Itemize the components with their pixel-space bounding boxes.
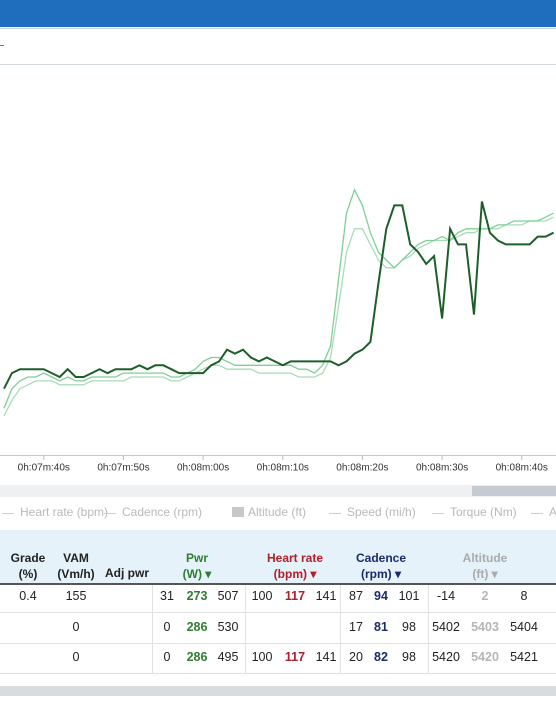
x-tick-label: 0h:07m:50s — [97, 463, 149, 474]
row-divider — [0, 673, 556, 674]
table-cell: 273 — [186, 589, 208, 603]
table-cell: 0 — [163, 650, 171, 664]
table-cell: 98 — [402, 650, 416, 664]
legend-swatch — [432, 513, 444, 514]
scrollbar[interactable] — [0, 485, 556, 497]
table-cell: 101 — [398, 589, 420, 603]
legend-swatch — [531, 513, 543, 514]
series-line — [3, 201, 555, 390]
x-tick-label: 0h:07m:40s — [18, 463, 70, 474]
table-cell: 155 — [65, 589, 87, 603]
column-header[interactable]: Altitude — [462, 551, 508, 565]
column-header[interactable]: (%) — [18, 567, 38, 581]
column-header[interactable]: (bpm) ▾ — [273, 567, 317, 581]
table-cell: -14 — [436, 589, 456, 603]
table-cell: 495 — [217, 650, 239, 664]
column-header[interactable]: Cadence — [355, 551, 407, 565]
table-footer — [0, 686, 556, 696]
top-bar — [0, 0, 556, 27]
column-divider — [428, 585, 429, 673]
x-tick-label: 0h:08m:20s — [336, 463, 388, 474]
legend-swatch — [329, 513, 341, 514]
column-header[interactable]: Grade — [10, 551, 46, 565]
series-line — [3, 216, 554, 417]
table-cell: 0 — [72, 650, 80, 664]
table-cell: 117 — [284, 650, 306, 664]
chart: 0h:07m:40s 0h:07m:50s 0h:08m:00s 0h:08m:10s… — [0, 188, 556, 474]
column-divider — [245, 585, 246, 673]
table-cell: 94 — [374, 589, 388, 603]
table-cell: 141 — [315, 650, 337, 664]
x-tick-label: 0h:08m:40s — [496, 463, 548, 474]
table-cell: 286 — [186, 619, 208, 634]
table-cell: 141 — [315, 589, 337, 603]
table-header — [0, 530, 556, 585]
table-cell: 98 — [402, 619, 416, 634]
table-cell: 0 — [72, 619, 80, 634]
table-cell: 81 — [374, 619, 388, 634]
column-header[interactable]: VAM — [63, 551, 89, 565]
legend-swatch — [2, 513, 14, 514]
column-header[interactable]: (Vm/h) — [57, 567, 95, 581]
legend-item[interactable]: Altitude (ft) — [248, 505, 307, 519]
table-cell: 5421 — [510, 650, 538, 664]
legend-item[interactable]: Speed (mi/h) — [347, 505, 416, 519]
row-divider — [0, 612, 556, 613]
row-divider — [0, 643, 556, 644]
column-divider — [340, 585, 341, 673]
table-cell: 0.4 — [19, 589, 37, 603]
column-header[interactable]: Heart rate — [266, 551, 324, 565]
table-cell: 100 — [251, 589, 273, 603]
table-cell: 82 — [374, 650, 388, 664]
table-cell: 2 — [481, 589, 489, 603]
scroll-thumb[interactable] — [472, 486, 556, 496]
table-cell: 87 — [349, 589, 363, 603]
column-header[interactable]: Adj pwr — [105, 566, 149, 580]
table-cell: 5420 — [471, 650, 499, 664]
table-cell: 5402 — [432, 619, 460, 634]
table-cell: 5404 — [510, 619, 538, 634]
table-cell: 31 — [160, 589, 174, 603]
legend-swatch — [104, 513, 116, 514]
table-cell: 20 — [349, 650, 363, 664]
series-line — [3, 188, 554, 409]
column-header[interactable]: Pwr — [185, 551, 208, 565]
table-cell: 0 — [163, 619, 171, 634]
table-cell: 5403 — [471, 619, 499, 634]
column-divider — [152, 585, 153, 673]
table-cell: 5420 — [432, 650, 460, 664]
legend-item[interactable]: Cadence (rpm) — [122, 505, 203, 519]
x-tick-label: 0h:08m:30s — [416, 463, 468, 474]
column-header[interactable]: (ft) ▾ — [472, 567, 498, 581]
legend-swatch — [232, 507, 244, 517]
table-cell: 117 — [284, 589, 306, 603]
table-cell: 100 — [251, 650, 273, 664]
column-header[interactable]: (W) ▾ — [182, 567, 212, 581]
x-tick-label: 0h:08m:00s — [177, 463, 229, 474]
table-cell: 286 — [186, 650, 208, 664]
legend-item[interactable]: A — [549, 505, 556, 519]
legend-item[interactable]: Torque (Nm) — [450, 505, 517, 519]
table-cell: 17 — [349, 619, 363, 634]
toolbar — [0, 28, 556, 65]
column-header[interactable]: (rpm) ▾ — [360, 567, 402, 581]
table-cell: 507 — [217, 589, 239, 603]
x-tick-label: 0h:08m:10s — [257, 463, 309, 474]
legend-item[interactable]: Heart rate (bpm) — [20, 505, 109, 519]
table-cell: 8 — [520, 589, 528, 603]
table-cell: 530 — [217, 619, 239, 634]
